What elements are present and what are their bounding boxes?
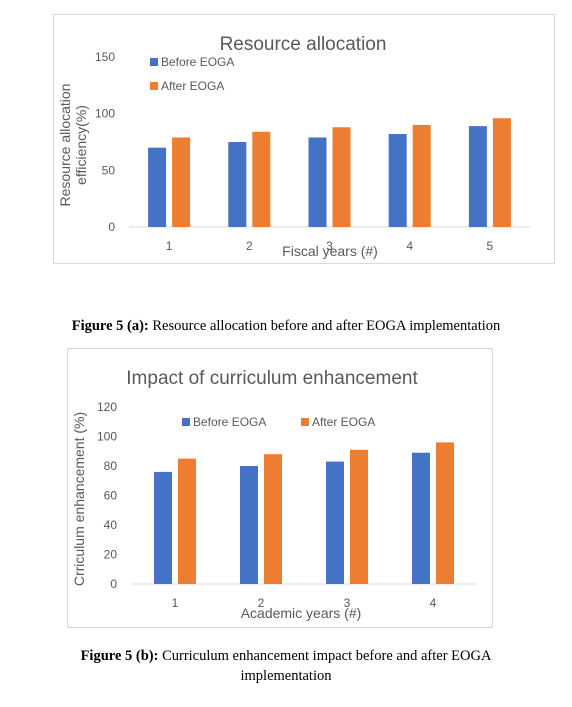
y-tick-label: 150 [95, 50, 115, 64]
chart-b-container: Impact of curriculum enhancement 0 20 40 60 8… [67, 348, 493, 628]
figure-caption-b: Figure 5 (b): Curriculum enhancement imp… [0, 646, 572, 686]
y-tick-label: 40 [104, 518, 118, 532]
bar-after-2 [252, 131, 271, 227]
bar-after-5 [492, 118, 511, 227]
y-tick-label: 0 [110, 577, 117, 591]
bar-after-2 [264, 454, 282, 584]
caption-b-label: Figure 5 (b): [80, 648, 159, 664]
chart-title: Impact of curriculum enhancement [126, 368, 418, 389]
legend-swatch-after [301, 418, 309, 426]
y-tick-label: 120 [97, 400, 117, 414]
x-tick-label: 1 [166, 239, 173, 253]
y-tick-label: 50 [102, 163, 116, 177]
caption-b-text: Curriculum enhancement impact before and… [162, 648, 492, 664]
y-tick-label: 100 [97, 430, 117, 444]
bar-before-4 [412, 452, 430, 584]
bar-before-4 [388, 134, 407, 227]
bar-before-1 [148, 147, 167, 227]
y-tick-label: 60 [104, 489, 118, 503]
legend-swatch-after [150, 82, 158, 90]
x-axis-label: Fiscal years (#) [282, 243, 378, 259]
bar-after-1 [172, 137, 191, 227]
figure-caption-a: Figure 5 (a): Resource allocation before… [0, 316, 572, 336]
y-tick-label: 80 [104, 459, 118, 473]
caption-a-text: Resource allocation before and after EOG… [152, 318, 501, 334]
bar-before-3 [308, 137, 327, 227]
bar-before-3 [326, 461, 344, 584]
bar-after-3 [332, 127, 351, 227]
x-axis-label: Academic years (#) [241, 605, 362, 621]
chart-a-container: Resource allocation 0 50 100 150 1 2 3 4 5 Fiscal … [53, 14, 555, 264]
bar-before-1 [154, 471, 172, 584]
chart-title: Resource allocation [220, 34, 387, 55]
bar-after-1 [178, 458, 196, 584]
x-tick-label: 3 [326, 239, 333, 253]
x-tick-label: 3 [344, 596, 351, 610]
y-tick-label: 0 [108, 220, 115, 234]
caption-b-text-line2: implementation [240, 668, 332, 684]
chart-b: Impact of curriculum enhancement 0 20 40 60 8… [71, 368, 476, 621]
bar-before-2 [228, 142, 247, 227]
bar-before-2 [240, 466, 258, 584]
x-tick-label: 4 [406, 239, 413, 253]
chart-a: Resource allocation 0 50 100 150 1 2 3 4 5 Fiscal … [57, 34, 530, 259]
y-tick-label: 100 [95, 107, 115, 121]
legend-label-before: Before EOGA [193, 415, 266, 429]
y-tick-label: 20 [104, 548, 118, 562]
caption-a-label: Figure 5 (a): [71, 318, 149, 334]
bar-before-5 [468, 126, 487, 227]
bar-after-3 [350, 449, 368, 584]
x-tick-label: 5 [487, 239, 494, 253]
y-axis-label: Crriculum enhancement (%) [71, 412, 87, 586]
legend-label-after: After EOGA [161, 79, 224, 93]
x-tick-label: 1 [172, 596, 179, 610]
bar-after-4 [436, 442, 454, 584]
x-tick-label: 4 [430, 596, 437, 610]
y-axis-label: Resource allocation [57, 84, 73, 207]
x-tick-label: 2 [246, 239, 253, 253]
legend-swatch-before [150, 58, 158, 66]
bar-after-4 [412, 125, 431, 227]
legend-label-before: Before EOGA [161, 55, 234, 69]
x-tick-label: 2 [258, 596, 265, 610]
legend-swatch-before [182, 418, 190, 426]
y-axis-label: efficiency(%) [73, 105, 89, 185]
legend-label-after: After EOGA [312, 415, 375, 429]
